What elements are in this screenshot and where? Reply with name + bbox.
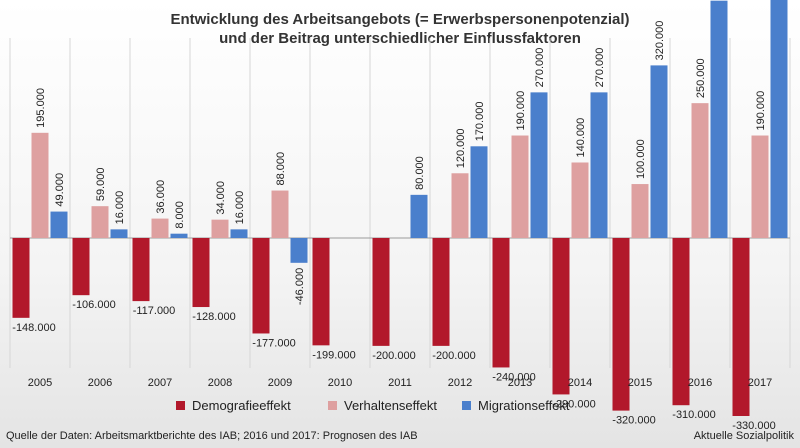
- bar-verhaltenseffekt-2009: [271, 190, 289, 238]
- bar-migrationseffekt-2013: [530, 92, 548, 238]
- bar-verhaltenseffekt-2005: [31, 132, 49, 238]
- data-label-migrationseffekt-2013: 270.000: [534, 48, 546, 88]
- chart-title-line-1: Entwicklung des Arbeitsangebots (= Erwer…: [170, 11, 630, 28]
- bar-verhaltenseffekt-2015: [631, 184, 649, 238]
- legend-label-migrationseffekt: Migrationseffekt: [478, 398, 570, 413]
- bar-demografieeffekt-2017: [732, 238, 750, 416]
- data-label-verhaltenseffekt-2014: 140.000: [575, 118, 587, 158]
- data-label-demografie-2012: -200.000: [432, 350, 475, 362]
- bar-demografieeffekt-2010: [312, 238, 330, 346]
- data-label-demografie-2011: -200.000: [372, 350, 415, 362]
- data-label-demografie-2013: -240.000: [492, 371, 535, 383]
- bar-migrationseffekt-2006: [110, 229, 128, 238]
- bar-verhaltenseffekt-2007: [151, 218, 169, 238]
- data-label-migrationseffekt-2011: 80.000: [414, 156, 426, 190]
- data-label-demografie-2010: -199.000: [312, 349, 355, 361]
- legend-swatch-verhaltenseffekt: [328, 401, 337, 410]
- data-label-migrationseffekt-2009: -46.000: [294, 268, 306, 305]
- bar-demografieeffekt-2009: [252, 238, 270, 334]
- bar-verhaltenseffekt-2008: [211, 219, 229, 238]
- bar-migrationseffekt-2016: [710, 0, 728, 238]
- x-tick-2014: 2014: [568, 377, 592, 389]
- legend-label-demografieeffekt: Demografieeffekt: [192, 398, 291, 413]
- bar-migrationseffekt-2014: [590, 92, 608, 238]
- data-label-demografie-2007: -117.000: [133, 305, 176, 317]
- bar-migrationseffekt-2007: [170, 233, 188, 238]
- legend-swatch-demografieeffekt: [176, 401, 185, 410]
- legend-swatch-migrationseffekt: [462, 401, 471, 410]
- data-label-migrationseffekt-2014: 270.000: [594, 48, 606, 88]
- x-tick-2016: 2016: [688, 377, 712, 389]
- data-label-verhaltenseffekt-2012: 120.000: [455, 129, 467, 169]
- data-label-migrationseffekt-2008: 16.000: [234, 191, 246, 225]
- data-label-verhaltenseffekt-2008: 34.000: [215, 181, 227, 215]
- bar-demografieeffekt-2012: [432, 238, 450, 346]
- footer: Quelle der Daten: Arbeitsmarktberichte d…: [6, 430, 794, 442]
- data-label-migrationseffekt-2007: 8.000: [174, 201, 186, 229]
- bar-migrationseffekt-2012: [470, 146, 488, 238]
- bar-migrationseffekt-2005: [50, 211, 68, 238]
- data-label-migrationseffekt-2006: 16.000: [114, 191, 126, 225]
- data-label-migrationseffekt-2015: 320.000: [654, 21, 666, 61]
- bar-demografieeffekt-2011: [372, 238, 390, 346]
- x-tick-2005: 2005: [28, 377, 52, 389]
- bar-demografieeffekt-2015: [612, 238, 630, 411]
- x-tick-2009: 2009: [268, 377, 292, 389]
- x-tick-2010: 2010: [328, 377, 352, 389]
- x-tick-2013: 2013: [508, 377, 532, 389]
- x-tick-2015: 2015: [628, 377, 652, 389]
- data-label-migrationseffekt-2005: 49.000: [54, 173, 66, 207]
- bar-migrationseffekt-2015: [650, 65, 668, 238]
- data-label-demografie-2006: -106.000: [72, 299, 115, 311]
- bar-demografieeffekt-2005: [12, 238, 30, 318]
- data-label-verhaltenseffekt-2006: 59.000: [95, 168, 107, 202]
- x-tick-2007: 2007: [148, 377, 172, 389]
- data-label-demografie-2017: -330.000: [732, 420, 775, 432]
- data-label-verhaltenseffekt-2016: 250.000: [695, 58, 707, 98]
- bar-verhaltenseffekt-2017: [751, 135, 769, 238]
- brand-label: Aktuelle Sozialpolitik: [693, 430, 794, 442]
- data-label-demografie-2008: -128.000: [192, 311, 235, 323]
- x-tick-2011: 2011: [388, 377, 412, 389]
- x-tick-2008: 2008: [208, 377, 232, 389]
- bar-demografieeffekt-2007: [132, 238, 150, 302]
- x-tick-2006: 2006: [88, 377, 112, 389]
- data-label-demografie-2005: -148.000: [12, 322, 55, 334]
- bar-verhaltenseffekt-2013: [511, 135, 529, 238]
- data-label-verhaltenseffekt-2007: 36.000: [155, 180, 167, 214]
- data-label-demografie-2015: -320.000: [612, 415, 655, 427]
- bar-migrationseffekt-2009: [290, 238, 308, 263]
- bar-verhaltenseffekt-2014: [571, 162, 589, 238]
- bar-verhaltenseffekt-2012: [451, 173, 469, 238]
- bar-demografieeffekt-2006: [72, 238, 90, 296]
- x-tick-2012: 2012: [448, 377, 472, 389]
- data-label-verhaltenseffekt-2009: 88.000: [275, 152, 287, 186]
- data-label-verhaltenseffekt-2005: 195.000: [35, 88, 47, 128]
- bar-migrationseffekt-2017: [770, 0, 788, 238]
- data-label-verhaltenseffekt-2017: 190.000: [755, 91, 767, 131]
- legend-label-verhaltenseffekt: Verhaltenseffekt: [344, 398, 437, 413]
- data-label-demografie-2009: -177.000: [252, 337, 295, 349]
- source-note: Quelle der Daten: Arbeitsmarktberichte d…: [6, 430, 418, 442]
- bar-verhaltenseffekt-2016: [691, 103, 709, 238]
- bar-verhaltenseffekt-2006: [91, 206, 109, 238]
- bar-demografieeffekt-2014: [552, 238, 570, 395]
- bar-migrationseffekt-2008: [230, 229, 248, 238]
- bar-migrationseffekt-2011: [410, 194, 428, 238]
- bar-demografieeffekt-2008: [192, 238, 210, 308]
- bar-demografieeffekt-2013: [492, 238, 510, 368]
- x-tick-2017: 2017: [748, 377, 772, 389]
- data-label-verhaltenseffekt-2013: 190.000: [515, 91, 527, 131]
- data-label-demografie-2016: -310.000: [672, 409, 715, 421]
- data-label-verhaltenseffekt-2015: 100.000: [635, 139, 647, 179]
- bar-demografieeffekt-2016: [672, 238, 690, 406]
- data-label-migrationseffekt-2012: 170.000: [474, 102, 486, 142]
- data-label-demografie-2014: -290.000: [552, 398, 595, 410]
